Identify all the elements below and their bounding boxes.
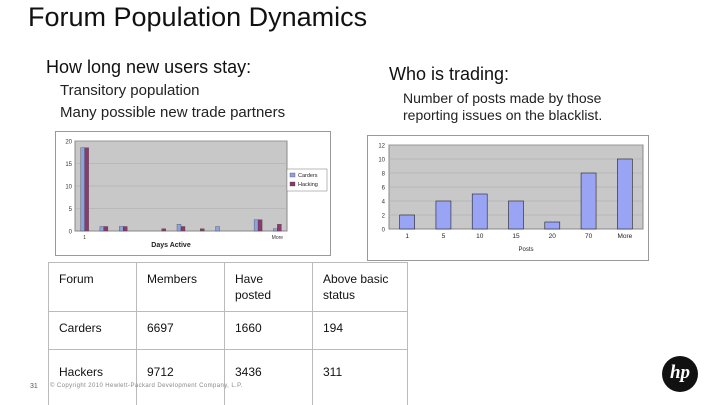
table-cell: Hackers: [48, 349, 137, 405]
posts-chart: 0 2 4 6 8 10 12 1 5 10 15 20 70 More Posts: [367, 135, 649, 261]
table-cell: 1660: [224, 311, 313, 350]
y-tick-label: 0: [69, 230, 73, 236]
bar-posts: [580, 172, 597, 230]
bar-hacking: [180, 226, 186, 232]
x-tick-label: More: [272, 235, 284, 241]
bar-posts: [544, 221, 561, 230]
x-tick-label: 1: [83, 235, 86, 241]
x-tick-label: 10: [476, 233, 484, 240]
legend-label: Hacking: [298, 182, 318, 188]
left-point: Transitory population: [60, 82, 200, 99]
table-row: Hackers 9712 3436 311: [48, 349, 408, 405]
y-tick-label: 20: [65, 140, 72, 146]
days-active-chart-svg: 0 5 10 15 20 1 More Days Active Carders Hacking: [55, 131, 331, 256]
y-tick-label: 4: [382, 200, 386, 206]
bar-hacking: [200, 228, 205, 232]
hp-logo-text: hp: [669, 362, 691, 383]
table-header-row: Forum Members Have posted Above basic st…: [48, 262, 408, 312]
page-number: 31: [30, 383, 38, 390]
bar-hacking: [257, 219, 263, 232]
bar-carders: [253, 219, 259, 232]
legend-box: [286, 168, 328, 192]
x-tick-label: 20: [549, 233, 557, 240]
hp-logo: hp: [662, 356, 698, 392]
x-tick-label: More: [617, 233, 632, 240]
table-row: Carders 6697 1660 194: [48, 311, 408, 350]
x-tick-label: 70: [585, 233, 593, 240]
y-tick-label: 10: [65, 185, 72, 191]
x-axis-label: Posts: [518, 247, 533, 253]
bar-carders: [80, 147, 85, 232]
bar-posts: [617, 158, 633, 230]
y-tick-label: 5: [69, 207, 73, 213]
bar-carders: [176, 224, 182, 232]
bar-carders: [273, 228, 278, 232]
table-header-cell: Have posted: [224, 262, 313, 312]
copyright-footer: © Copyright 2010 Hewlett-Packard Develop…: [50, 383, 243, 389]
bar-hacking: [123, 226, 128, 232]
days-active-chart: 0 5 10 15 20 1 More Days Active Carders Hacking: [55, 131, 331, 256]
forum-stats-table: Forum Members Have posted Above basic st…: [48, 262, 408, 405]
left-points: Transitory population Many possible new …: [60, 80, 285, 124]
legend-label: Carders: [298, 173, 318, 179]
right-heading: Who is trading:: [389, 64, 510, 84]
x-tick-label: 5: [442, 233, 446, 240]
table-header-cell: Members: [136, 262, 225, 312]
left-heading: How long new users stay:: [46, 57, 252, 77]
slide-title: Forum Population Dynamics: [28, 2, 368, 32]
y-tick-label: 8: [382, 172, 386, 178]
table-header-cell: Forum: [48, 262, 137, 312]
y-tick-label: 6: [382, 186, 386, 192]
right-text-line: reporting issues on the blacklist.: [403, 107, 603, 123]
y-tick-label: 15: [65, 162, 72, 168]
legend-swatch: [289, 181, 296, 187]
bar-carders: [99, 226, 105, 232]
right-text: Number of posts made by those reporting …: [403, 90, 602, 124]
y-tick-label: 10: [378, 158, 385, 164]
bar-posts: [471, 193, 488, 230]
bar-carders: [119, 226, 124, 232]
table-header-cell: Above basic status: [312, 262, 408, 312]
bar-hacking: [103, 226, 109, 232]
bar-posts: [435, 200, 452, 230]
bar-posts: [508, 200, 524, 230]
legend-swatch: [289, 172, 296, 178]
y-tick-label: 12: [378, 144, 385, 150]
bar-carders: [215, 226, 220, 232]
x-tick-label: 1: [405, 233, 409, 240]
bar-hacking: [84, 147, 89, 232]
table-cell: 194: [312, 311, 408, 350]
right-text-line: Number of posts made by those: [403, 90, 602, 106]
bar-posts: [399, 214, 415, 230]
y-tick-label: 0: [382, 228, 386, 234]
x-tick-label: 15: [512, 233, 520, 240]
table-cell: 311: [312, 349, 408, 405]
x-axis-label: Days Active: [151, 242, 191, 249]
table-cell: Carders: [48, 311, 137, 350]
table-cell: 9712: [136, 349, 225, 405]
table-cell: 3436: [224, 349, 313, 405]
y-tick-label: 2: [382, 214, 386, 220]
bar-hacking: [161, 228, 166, 232]
table-cell: 6697: [136, 311, 225, 350]
left-point: Many possible new trade partners: [60, 104, 286, 121]
bar-hacking: [277, 224, 282, 232]
